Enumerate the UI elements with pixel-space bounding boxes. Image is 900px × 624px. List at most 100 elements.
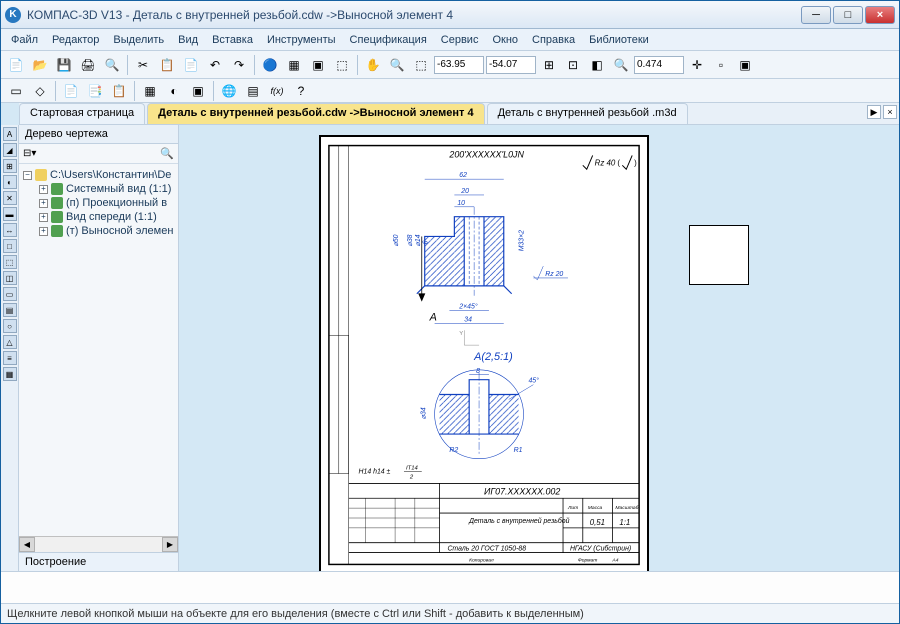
tool-open-icon[interactable]: 📂 — [29, 54, 51, 76]
tool2-e-icon[interactable]: 📋 — [108, 80, 130, 102]
tool2-help-icon[interactable]: ? — [290, 80, 312, 102]
tool-zoom-window-icon[interactable]: ⬚ — [410, 54, 432, 76]
menu-libs[interactable]: Библиотеки — [583, 32, 655, 48]
tool2-g-icon[interactable]: ◐ — [163, 80, 185, 102]
palette-m-icon[interactable]: ○ — [3, 319, 17, 333]
toolbar-main: 📄 📂 💾 🖨 🔍 ✂ 📋 📄 ↶ ↷ 🔵 ▦ ▣ ⬚ ✋ 🔍 ⬚ ⊞ ⊡ ◧ … — [1, 51, 899, 79]
maximize-button[interactable]: □ — [833, 6, 863, 24]
tool-e-icon[interactable]: ⊞ — [538, 54, 560, 76]
menu-view[interactable]: Вид — [172, 32, 204, 48]
minimize-button[interactable]: ─ — [801, 6, 831, 24]
tree-item[interactable]: +Вид спереди (1:1) — [23, 210, 174, 224]
menu-select[interactable]: Выделить — [107, 32, 170, 48]
tool2-h-icon[interactable]: ▣ — [187, 80, 209, 102]
canvas-area: 200'XXXXXX'L0JN Rz 40 ( ) — [179, 125, 899, 571]
coord-y-input[interactable] — [486, 56, 536, 74]
palette-n-icon[interactable]: △ — [3, 335, 17, 349]
tool-zoom-in-icon[interactable]: 🔍 — [386, 54, 408, 76]
tab-active[interactable]: Деталь с внутренней резьбой.cdw ->Выносн… — [147, 103, 484, 124]
tree-tool-b-icon[interactable]: 🔍 — [160, 147, 174, 160]
tool2-b-icon[interactable]: ◇ — [29, 80, 51, 102]
svg-text:): ) — [634, 158, 637, 167]
tool-g-icon[interactable]: ◧ — [586, 54, 608, 76]
menu-file[interactable]: Файл — [5, 32, 44, 48]
palette-g-icon[interactable]: ↔ — [3, 223, 17, 237]
tool2-f-icon[interactable]: ▦ — [139, 80, 161, 102]
tree-item[interactable]: +(т) Выносной элемен — [23, 224, 174, 238]
zoom-input[interactable] — [634, 56, 684, 74]
drawing-canvas[interactable]: 200'XXXXXX'L0JN Rz 40 ( ) — [179, 125, 899, 571]
tool-center-icon[interactable]: ✛ — [686, 54, 708, 76]
tool-preview-icon[interactable]: 🔍 — [101, 54, 123, 76]
palette-f-icon[interactable]: ▬ — [3, 207, 17, 221]
tool-redo-icon[interactable]: ↷ — [228, 54, 250, 76]
tool-print-icon[interactable]: 🖨 — [77, 54, 99, 76]
tree-tool-a-icon[interactable]: ⊟▾ — [23, 148, 36, 159]
tool2-fx-icon[interactable]: f(x) — [266, 80, 288, 102]
tool-j-icon[interactable]: ▣ — [734, 54, 756, 76]
svg-text:⌀14: ⌀14 — [415, 234, 422, 246]
coord-x-input[interactable] — [434, 56, 484, 74]
tab-scroll-right-icon[interactable]: ▶ — [867, 105, 881, 119]
palette-b-icon[interactable]: ◢ — [3, 143, 17, 157]
tool-copy-icon[interactable]: 📋 — [156, 54, 178, 76]
tool-a-icon[interactable]: 🔵 — [259, 54, 281, 76]
tool-paste-icon[interactable]: 📄 — [180, 54, 202, 76]
svg-text:⌀38: ⌀38 — [407, 234, 414, 246]
tool-cut-icon[interactable]: ✂ — [132, 54, 154, 76]
tool-h-icon[interactable]: 🔍 — [610, 54, 632, 76]
svg-text:M33×2: M33×2 — [519, 230, 526, 251]
palette-e-icon[interactable]: ✕ — [3, 191, 17, 205]
palette-o-icon[interactable]: ≡ — [3, 351, 17, 365]
tool-b-icon[interactable]: ▦ — [283, 54, 305, 76]
palette-l-icon[interactable]: ▤ — [3, 303, 17, 317]
svg-text:НГАСУ (Сибстрин): НГАСУ (Сибстрин) — [570, 545, 631, 553]
drawing-sheet: 200'XXXXXX'L0JN Rz 40 ( ) — [319, 135, 649, 571]
menu-window[interactable]: Окно — [486, 32, 524, 48]
tool-f-icon[interactable]: ⊡ — [562, 54, 584, 76]
tree-scrollbar[interactable]: ◀▶ — [19, 536, 178, 552]
palette-h-icon[interactable]: □ — [3, 239, 17, 253]
palette-j-icon[interactable]: ◫ — [3, 271, 17, 285]
close-button[interactable]: × — [865, 6, 895, 24]
palette-a-icon[interactable]: A — [3, 127, 17, 141]
tab-start[interactable]: Стартовая страница — [19, 103, 145, 124]
palette-p-icon[interactable]: ▦ — [3, 367, 17, 381]
tool2-a-icon[interactable]: ▭ — [5, 80, 27, 102]
svg-text:62: 62 — [459, 172, 467, 179]
menubar: Файл Редактор Выделить Вид Вставка Инстр… — [1, 29, 899, 51]
menu-insert[interactable]: Вставка — [206, 32, 259, 48]
tool2-i-icon[interactable]: 🌐 — [218, 80, 240, 102]
tab-close-icon[interactable]: × — [883, 105, 897, 119]
app-icon: K — [5, 7, 21, 23]
tool-save-icon[interactable]: 💾 — [53, 54, 75, 76]
toolbar-secondary: ▭ ◇ 📄 📑 📋 ▦ ◐ ▣ 🌐 ▤ f(x) ? — [1, 79, 899, 103]
palette-i-icon[interactable]: ⬚ — [3, 255, 17, 269]
tool-undo-icon[interactable]: ↶ — [204, 54, 226, 76]
tree-item[interactable]: +Системный вид (1:1) — [23, 182, 174, 196]
menu-service[interactable]: Сервис — [435, 32, 485, 48]
svg-text:Формат: Формат — [578, 557, 598, 563]
tab-m3d[interactable]: Деталь с внутренней резьбой .m3d — [487, 103, 688, 124]
drawing-tree: −C:\Users\Константин\De +Системный вид (… — [19, 164, 178, 536]
svg-text:Rz 20: Rz 20 — [545, 271, 563, 278]
menu-help[interactable]: Справка — [526, 32, 581, 48]
tool-new-icon[interactable]: 📄 — [5, 54, 27, 76]
tool-c-icon[interactable]: ▣ — [307, 54, 329, 76]
panel-bottom-tab[interactable]: Построение — [19, 552, 178, 571]
document-tabs: Стартовая страница Деталь с внутренней р… — [19, 103, 899, 125]
palette-d-icon[interactable]: ◐ — [3, 175, 17, 189]
tool2-c-icon[interactable]: 📄 — [60, 80, 82, 102]
menu-spec[interactable]: Спецификация — [344, 32, 433, 48]
palette-c-icon[interactable]: ⊞ — [3, 159, 17, 173]
palette-k-icon[interactable]: ▭ — [3, 287, 17, 301]
tool2-j-icon[interactable]: ▤ — [242, 80, 264, 102]
tree-item[interactable]: +(п) Проекционный в — [23, 196, 174, 210]
menu-editor[interactable]: Редактор — [46, 32, 105, 48]
tree-root[interactable]: −C:\Users\Константин\De — [23, 168, 174, 182]
tool-pan-icon[interactable]: ✋ — [362, 54, 384, 76]
tool2-d-icon[interactable]: 📑 — [84, 80, 106, 102]
tool-d-icon[interactable]: ⬚ — [331, 54, 353, 76]
menu-tools[interactable]: Инструменты — [261, 32, 342, 48]
tool-i-icon[interactable]: ▫ — [710, 54, 732, 76]
